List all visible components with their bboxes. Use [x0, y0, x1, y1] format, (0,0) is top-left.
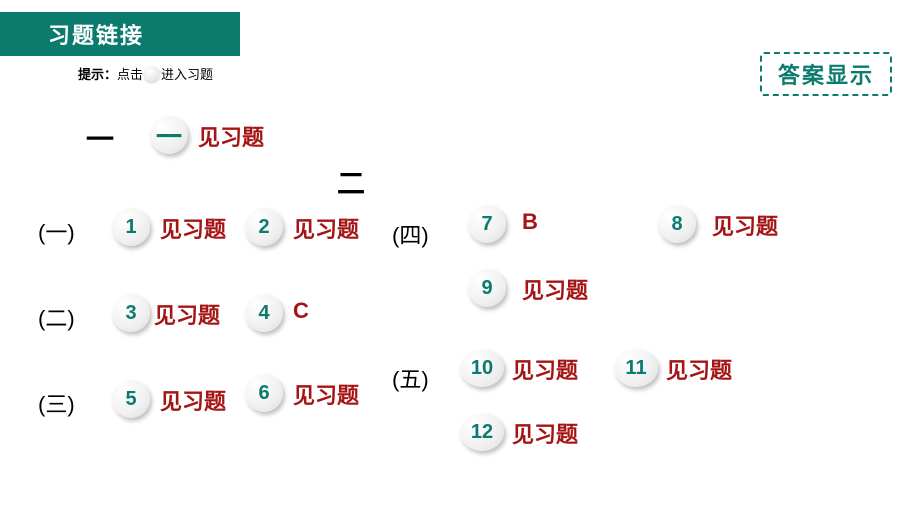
answer-display-box[interactable]: 答案显示: [760, 52, 892, 96]
group-2-label: (二): [38, 301, 75, 333]
group-3-label: (三): [38, 387, 75, 419]
question-button-9[interactable]: 9: [468, 269, 506, 307]
question-button-5[interactable]: 5: [112, 380, 150, 418]
answer-12: 见习题: [512, 417, 578, 449]
answer-6: 见习题: [293, 378, 359, 410]
question-button-7[interactable]: 7: [468, 205, 506, 243]
hint-circle-icon: [144, 66, 160, 82]
answer-11: 见习题: [666, 353, 732, 385]
question-button-6-num: 6: [258, 382, 269, 405]
question-button-6[interactable]: 6: [245, 374, 283, 412]
question-button-1-num: 1: [125, 216, 136, 239]
answer-box-text: 答案显示: [778, 63, 874, 88]
question-button-12-num: 12: [471, 421, 493, 444]
answer-4: C: [293, 298, 309, 324]
group-4-label: (四): [392, 218, 429, 250]
question-button-4[interactable]: 4: [245, 294, 283, 332]
question-button-8[interactable]: 8: [658, 205, 696, 243]
question-button-12[interactable]: 12: [460, 413, 504, 451]
question-button-7-num: 7: [481, 213, 492, 236]
question-button-11[interactable]: 11: [614, 349, 658, 387]
answer-3: 见习题: [154, 298, 220, 330]
question-button-3-num: 3: [125, 302, 136, 325]
question-button-3[interactable]: 3: [112, 294, 150, 332]
question-button-10[interactable]: 10: [460, 349, 504, 387]
answer-10: 见习题: [512, 353, 578, 385]
answer-7: B: [522, 209, 538, 235]
section-one-marker: 一: [86, 118, 114, 158]
answer-8: 见习题: [712, 209, 778, 241]
question-button-4-num: 4: [258, 302, 269, 325]
question-button-one[interactable]: 一: [150, 116, 188, 154]
section-two-marker: 二: [337, 162, 365, 202]
answer-1: 见习题: [160, 212, 226, 244]
group-5-label: (五): [392, 362, 429, 394]
group-1-label: (一): [38, 215, 75, 247]
answer-2: 见习题: [293, 212, 359, 244]
hint-label: 提示：: [78, 64, 117, 83]
question-button-11-num: 11: [625, 357, 646, 380]
header-tab: 习题链接: [0, 12, 240, 56]
header-title: 习题链接: [48, 18, 144, 50]
question-button-9-num: 9: [481, 277, 492, 300]
answer-5: 见习题: [160, 384, 226, 416]
question-button-2[interactable]: 2: [245, 208, 283, 246]
hint-after: 进入习题: [161, 64, 213, 83]
question-button-5-num: 5: [125, 388, 136, 411]
question-button-8-num: 8: [671, 213, 682, 236]
question-button-10-num: 10: [471, 357, 493, 380]
hint-row: 提示： 点击 进入习题: [78, 64, 213, 83]
answer-9: 见习题: [522, 273, 588, 305]
hint-before: 点击: [117, 64, 143, 83]
question-button-2-num: 2: [258, 216, 269, 239]
answer-one: 见习题: [198, 120, 264, 152]
question-button-one-glyph: 一: [156, 117, 182, 154]
question-button-1[interactable]: 1: [112, 208, 150, 246]
